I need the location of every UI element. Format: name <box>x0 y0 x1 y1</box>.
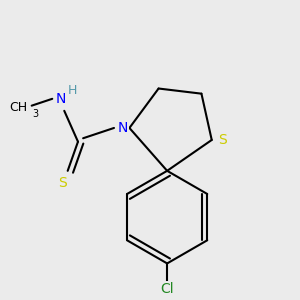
Text: Cl: Cl <box>160 282 174 296</box>
Text: H: H <box>68 84 77 97</box>
Text: S: S <box>58 176 67 190</box>
Text: S: S <box>218 133 226 147</box>
Text: N: N <box>117 121 128 135</box>
Text: CH: CH <box>9 101 27 114</box>
Text: N: N <box>56 92 66 106</box>
Text: 3: 3 <box>32 109 38 119</box>
